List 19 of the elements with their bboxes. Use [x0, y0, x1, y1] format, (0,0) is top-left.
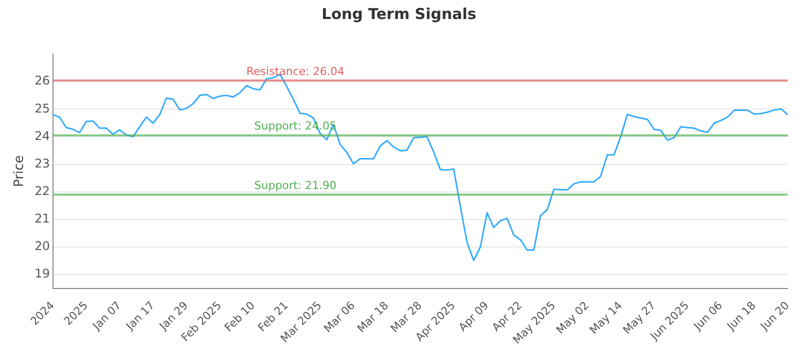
- x-tick-label: Jun 06: [690, 298, 726, 334]
- y-tick-label: 21: [34, 212, 50, 226]
- y-tick-label: 20: [34, 239, 50, 254]
- chart-title: Long Term Signals: [322, 4, 476, 23]
- x-tick-label: Feb 10: [222, 298, 258, 334]
- ref-line-label: Support: 21.90: [254, 178, 336, 192]
- x-tick-label: Jan 17: [122, 298, 158, 334]
- y-tick-label: 25: [34, 101, 50, 116]
- x-tick-label: Jun 20: [757, 298, 792, 334]
- ref-line-label: Resistance: 26.04: [246, 64, 344, 78]
- y-tick-label: 23: [34, 156, 50, 170]
- x-tick-label: Jan 07: [90, 298, 124, 334]
- y-tick-label: 22: [34, 184, 50, 198]
- y-tick-label: 26: [34, 74, 50, 88]
- y-tick-label: 19: [34, 266, 50, 281]
- x-tick-label: Apr 09: [456, 298, 492, 334]
- x-tick-label: Jun 18: [724, 298, 758, 334]
- y-axis-title: Price: [12, 155, 28, 188]
- y-tick-label: 24: [34, 128, 50, 143]
